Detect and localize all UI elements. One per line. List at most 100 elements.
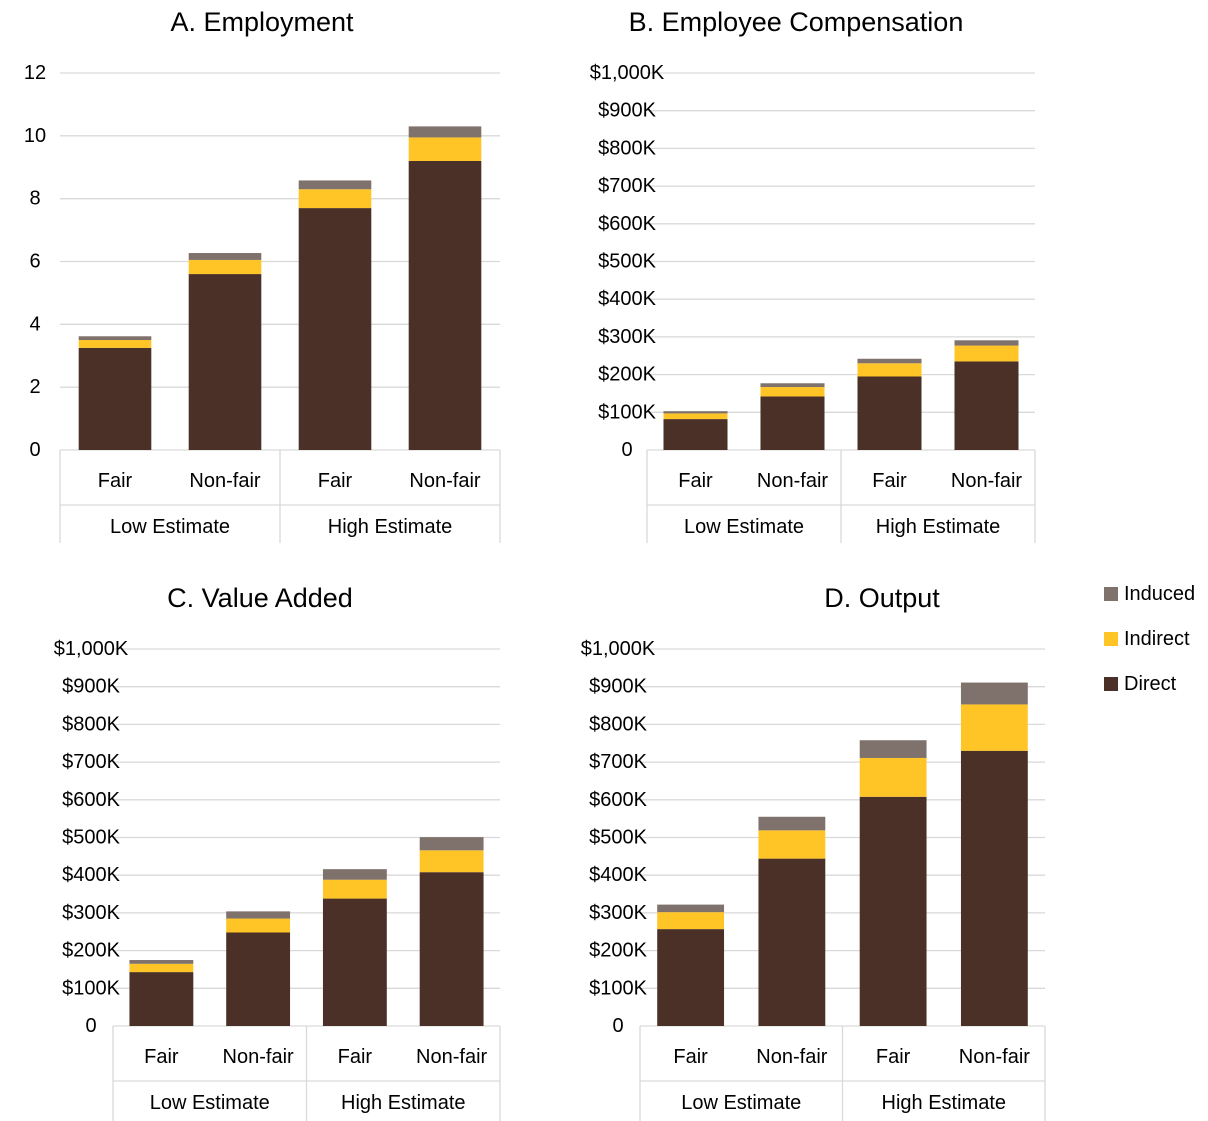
- y-tick-label: $200K: [589, 940, 647, 962]
- y-tick-label: $600K: [62, 789, 120, 811]
- y-tick-label: $1,000K: [581, 638, 656, 660]
- x-group-label: Low Estimate: [681, 1092, 801, 1114]
- bar-indirect: [758, 830, 826, 859]
- x-tick-label: Fair: [876, 1046, 911, 1068]
- x-group-label: Low Estimate: [150, 1092, 270, 1114]
- legend-label: Induced: [1124, 583, 1195, 605]
- y-tick-label: 12: [24, 62, 46, 84]
- bar-direct: [226, 932, 291, 1026]
- bar-direct: [298, 208, 372, 450]
- bar-indirect: [322, 879, 387, 899]
- bar-direct: [419, 872, 484, 1026]
- chart-title: A. Employment: [170, 7, 354, 37]
- y-tick-label: $900K: [62, 676, 120, 698]
- bar-indirect: [226, 918, 291, 933]
- y-tick-label: 10: [24, 125, 46, 147]
- bar-indirect: [857, 363, 922, 377]
- bar-direct: [760, 396, 825, 450]
- bar-induced: [663, 411, 728, 414]
- chart-title: D. Output: [824, 583, 940, 613]
- legend-label: Indirect: [1124, 628, 1190, 650]
- bar-direct: [857, 376, 922, 450]
- y-tick-label: $500K: [62, 827, 120, 849]
- y-tick-label: $500K: [589, 827, 647, 849]
- x-group-label: High Estimate: [876, 516, 1001, 538]
- bar-indirect: [657, 912, 725, 930]
- y-tick-label: $400K: [589, 864, 647, 886]
- legend-label: Direct: [1124, 673, 1177, 695]
- bar-induced: [859, 740, 927, 758]
- legend-swatch-induced: [1104, 587, 1118, 601]
- bar-induced: [419, 837, 484, 851]
- y-tick-label: $100K: [62, 977, 120, 999]
- y-tick-label: 2: [29, 376, 40, 398]
- x-tick-label: Non-fair: [223, 1046, 294, 1068]
- x-tick-label: Non-fair: [416, 1046, 487, 1068]
- y-tick-label: $500K: [598, 251, 656, 273]
- chart-panel-4: D. Output 0 $100K $200K $300K $400K $500K $600K…: [581, 583, 1046, 1121]
- bar-induced: [78, 336, 152, 341]
- y-tick-label: 8: [29, 188, 40, 210]
- y-tick-label: $300K: [62, 902, 120, 924]
- bar-direct: [78, 347, 152, 450]
- x-tick-label: Fair: [318, 470, 353, 492]
- x-tick-label: Fair: [144, 1046, 179, 1068]
- bar-induced: [758, 816, 826, 831]
- bar-induced: [226, 911, 291, 919]
- x-tick-label: Fair: [98, 470, 133, 492]
- x-tick-label: Fair: [673, 1046, 708, 1068]
- chart-title: B. Employee Compensation: [629, 7, 964, 37]
- bar-induced: [857, 358, 922, 364]
- x-tick-label: Non-fair: [757, 470, 828, 492]
- y-tick-label: $600K: [589, 789, 647, 811]
- chart-title: C. Value Added: [167, 583, 353, 613]
- chart-panel-2: B. Employee Compensation 0 $100K $200K $300K…: [590, 7, 1036, 543]
- x-tick-label: Non-fair: [409, 470, 480, 492]
- bar-direct: [758, 858, 826, 1026]
- y-tick-label: $700K: [598, 175, 656, 197]
- y-tick-label: 0: [612, 1015, 623, 1037]
- legend-swatch-direct: [1104, 677, 1118, 691]
- x-tick-label: Fair: [678, 470, 713, 492]
- bar-direct: [663, 419, 728, 450]
- x-tick-label: Non-fair: [959, 1046, 1030, 1068]
- bar-induced: [322, 869, 387, 880]
- y-tick-label: $400K: [598, 288, 656, 310]
- legend-swatch-indirect: [1104, 632, 1118, 646]
- y-tick-label: 0: [621, 439, 632, 461]
- bar-induced: [657, 904, 725, 913]
- bar-direct: [954, 361, 1019, 450]
- x-tick-label: Non-fair: [189, 470, 260, 492]
- y-tick-label: 4: [29, 313, 40, 335]
- bar-direct: [129, 972, 194, 1026]
- bar-direct: [657, 929, 725, 1026]
- y-tick-label: $600K: [598, 213, 656, 235]
- bar-induced: [188, 253, 262, 260]
- x-group-label: High Estimate: [882, 1092, 1007, 1114]
- bar-indirect: [419, 850, 484, 873]
- chart-panel-1: A. Employment 0 2 4 6 8 10 12 Fair Non-fair Fair No…: [24, 7, 501, 543]
- y-tick-label: $300K: [589, 902, 647, 924]
- x-tick-label: Fair: [338, 1046, 373, 1068]
- y-tick-label: $200K: [62, 940, 120, 962]
- bar-indirect: [960, 704, 1028, 751]
- x-tick-label: Fair: [872, 470, 907, 492]
- y-tick-label: $800K: [589, 713, 647, 735]
- bar-indirect: [188, 259, 262, 275]
- y-tick-label: $1,000K: [590, 62, 665, 84]
- bar-induced: [960, 682, 1028, 705]
- bar-induced: [954, 340, 1019, 346]
- chart-panel-3: C. Value Added 0 $100K $200K $300K $400K $500K…: [54, 583, 501, 1121]
- x-tick-label: Non-fair: [951, 470, 1022, 492]
- bar-induced: [298, 180, 372, 190]
- y-tick-label: $100K: [589, 977, 647, 999]
- y-tick-label: $700K: [589, 751, 647, 773]
- y-tick-label: 6: [29, 251, 40, 273]
- x-group-label: High Estimate: [328, 516, 453, 538]
- y-tick-label: $1,000K: [54, 638, 129, 660]
- y-tick-label: 0: [85, 1015, 96, 1037]
- bar-indirect: [129, 963, 194, 973]
- bar-direct: [960, 750, 1028, 1026]
- y-tick-label: $400K: [62, 864, 120, 886]
